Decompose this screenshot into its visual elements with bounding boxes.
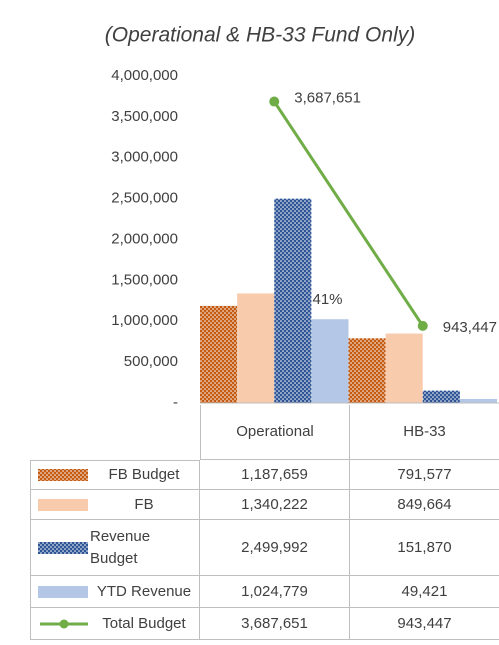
table-legend-cell bbox=[30, 460, 200, 490]
bar bbox=[459, 398, 497, 403]
category-label: HB-33 bbox=[403, 423, 446, 441]
y-tick-label: 3,000,000 bbox=[111, 149, 178, 166]
y-tick-label: 1,500,000 bbox=[111, 271, 178, 288]
table-value-cell: 151,870 bbox=[350, 520, 499, 576]
legend-marker bbox=[59, 619, 69, 629]
legend-label: Revenue Budget bbox=[90, 528, 151, 567]
bar bbox=[274, 198, 312, 403]
y-tick-label: 2,000,000 bbox=[111, 230, 178, 247]
y-tick-label: 1,000,000 bbox=[111, 312, 178, 329]
table-value-cell: 2,499,992 bbox=[200, 520, 350, 576]
line-marker bbox=[269, 96, 280, 107]
bar bbox=[311, 319, 349, 403]
legend-label: FB bbox=[134, 496, 154, 514]
table-value-cell: 3,687,651 bbox=[200, 608, 350, 640]
table-legend-cell bbox=[30, 490, 200, 520]
bar bbox=[200, 305, 238, 403]
bar bbox=[385, 333, 423, 403]
table-value-cell: 849,664 bbox=[350, 490, 499, 520]
legend-label: YTD Revenue bbox=[96, 583, 192, 601]
table-legend-cell bbox=[30, 520, 200, 576]
y-tick-label: 3,500,000 bbox=[111, 108, 178, 125]
table-value-cell: 791,577 bbox=[350, 460, 499, 490]
table-header-cell: Operational bbox=[200, 405, 350, 460]
data-label: 943,447 bbox=[443, 319, 497, 336]
table-value-cell: 1,340,222 bbox=[200, 490, 350, 520]
y-tick-label: 500,000 bbox=[124, 353, 178, 370]
y-tick-label: 4,000,000 bbox=[111, 67, 178, 84]
bar bbox=[237, 293, 275, 403]
line bbox=[272, 100, 425, 327]
table-value-cell: 1,187,659 bbox=[200, 460, 350, 490]
chart-title: (Operational & HB-33 Fund Only) bbox=[105, 24, 415, 47]
table-value-cell: 49,421 bbox=[350, 576, 499, 608]
legend-swatch bbox=[38, 499, 88, 511]
annotation: 41% bbox=[313, 291, 343, 308]
bar bbox=[422, 390, 460, 403]
y-tick-label: - bbox=[173, 394, 178, 411]
table-value-cell: 1,024,779 bbox=[200, 576, 350, 608]
legend-label: Total Budget bbox=[102, 615, 186, 633]
bar bbox=[348, 338, 386, 403]
table-legend-cell bbox=[30, 608, 200, 640]
y-tick-label: 2,500,000 bbox=[111, 190, 178, 207]
data-label: 3,687,651 bbox=[294, 90, 361, 107]
legend-label: FB Budget bbox=[108, 466, 180, 484]
line-marker bbox=[417, 320, 428, 331]
table-legend-cell bbox=[30, 576, 200, 608]
category-label: Operational bbox=[236, 423, 314, 441]
legend-swatch bbox=[38, 542, 88, 554]
legend-swatch bbox=[38, 586, 88, 598]
table-value-cell: 943,447 bbox=[350, 608, 499, 640]
legend-swatch bbox=[38, 469, 88, 481]
table-header-cell: HB-33 bbox=[350, 405, 499, 460]
